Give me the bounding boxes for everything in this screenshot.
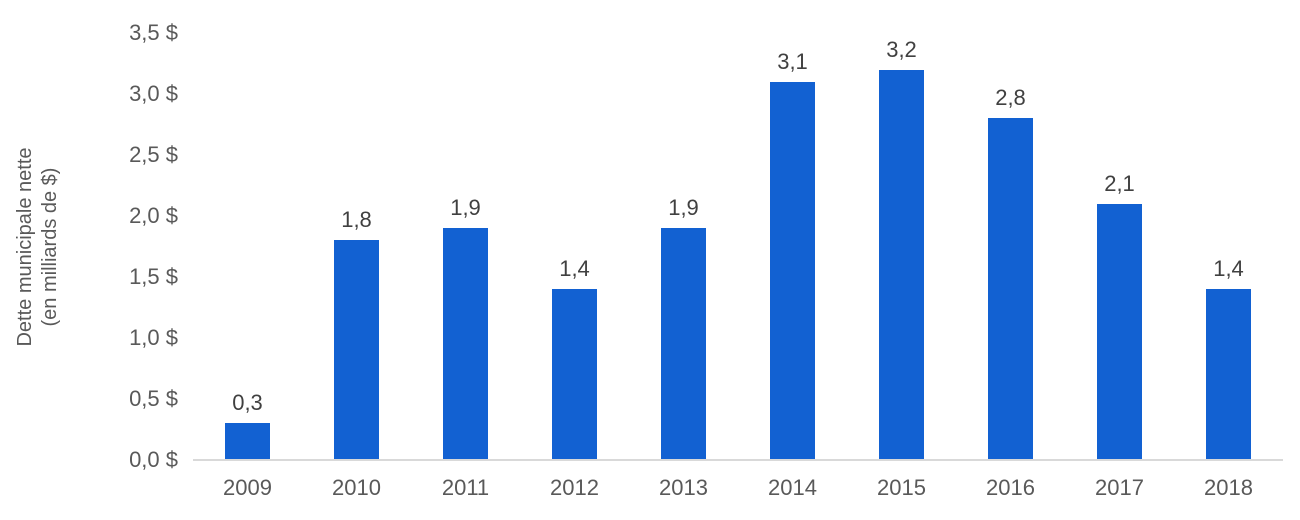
- y-axis-ticks: 0,0 $ 0,5 $ 1,0 $ 1,5 $ 2,0 $ 2,5 $ 3,0 $ 3,5 $: [0, 0, 178, 520]
- bar-value-label: 2,8: [995, 85, 1026, 111]
- x-axis-tick-label: 2015: [877, 475, 926, 500]
- bar-slot: 1,9 2013: [629, 33, 738, 499]
- plot-area: 0,3 2009 1,8 2010 1,9 2011 1,4 2012 1,9 2013 3,1 20…: [193, 33, 1283, 499]
- y-axis-tick-label: 2,5 $: [129, 142, 178, 167]
- bar: [1097, 203, 1142, 460]
- x-axis-tick-label: 2013: [659, 475, 708, 500]
- bar-slot: 1,8 2010: [302, 33, 411, 499]
- bar: [988, 118, 1033, 460]
- bar: [770, 81, 815, 460]
- bar-value-label: 1,9: [668, 195, 699, 221]
- y-axis-tick-label: 2,0 $: [129, 203, 178, 228]
- bar-value-label: 3,2: [886, 36, 917, 62]
- bar-value-label: 3,1: [777, 48, 808, 74]
- bar: [225, 423, 270, 460]
- y-axis-tick-label: 1,5 $: [129, 264, 178, 289]
- x-axis-line: [193, 459, 1283, 461]
- bar-slot: 1,9 2011: [411, 33, 520, 499]
- bar-value-label: 1,4: [1213, 256, 1244, 282]
- x-axis-tick-label: 2009: [223, 475, 272, 500]
- x-axis-tick-label: 2012: [550, 475, 599, 500]
- x-axis-tick-label: 2011: [441, 475, 490, 500]
- bar: [334, 240, 379, 460]
- bar-value-label: 0,3: [232, 390, 263, 416]
- x-axis-tick-label: 2014: [768, 475, 817, 500]
- bar-slot: 2,8 2016: [956, 33, 1065, 499]
- bar-value-label: 1,9: [450, 195, 481, 221]
- x-axis-tick-label: 2016: [986, 475, 1035, 500]
- bar-value-label: 2,1: [1104, 170, 1135, 196]
- bar-slot: 0,3 2009: [193, 33, 302, 499]
- bar-slot: 3,1 2014: [738, 33, 847, 498]
- y-axis-tick-label: 1,0 $: [129, 325, 178, 350]
- bar-slot: 3,2 2015: [847, 33, 956, 498]
- y-axis-tick-label: 0,5 $: [129, 386, 178, 411]
- bar: [661, 228, 706, 460]
- x-axis-tick-label: 2010: [332, 475, 381, 500]
- x-axis-tick-label: 2018: [1204, 475, 1253, 500]
- y-axis-tick-label: 0,0 $: [129, 447, 178, 472]
- x-axis-tick-label: 2017: [1095, 475, 1144, 500]
- bar-value-label: 1,8: [341, 207, 372, 233]
- bars-row: 0,3 2009 1,8 2010 1,9 2011 1,4 2012 1,9 2013 3,1 20…: [193, 33, 1283, 499]
- y-axis-tick-label: 3,5 $: [129, 20, 178, 45]
- bar-slot: 2,1 2017: [1065, 33, 1174, 498]
- bar: [879, 69, 924, 460]
- bar-value-label: 1,4: [559, 256, 590, 282]
- bar: [552, 289, 597, 460]
- y-axis-tick-label: 3,0 $: [129, 81, 178, 106]
- bar-slot: 1,4 2012: [520, 33, 629, 499]
- bar: [443, 228, 488, 460]
- bar-slot: 1,4 2018: [1174, 33, 1283, 499]
- bar: [1206, 289, 1251, 460]
